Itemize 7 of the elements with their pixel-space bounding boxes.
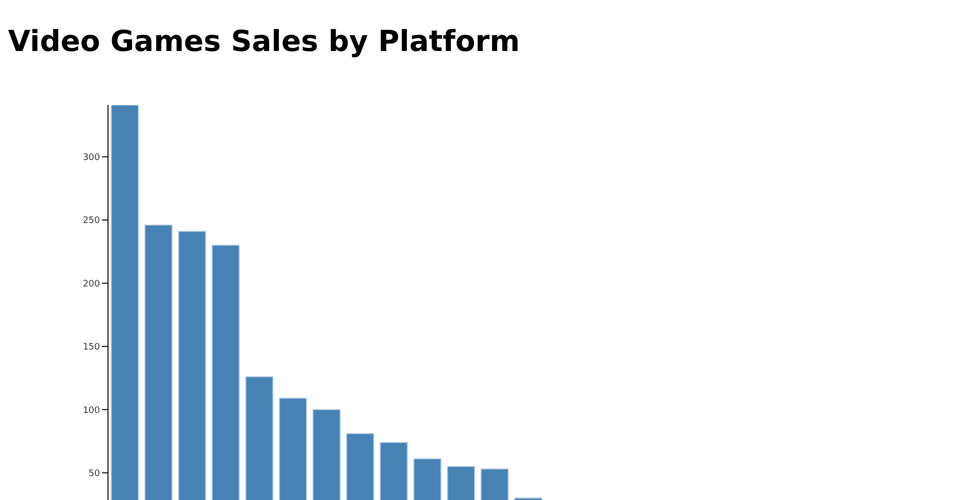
- y-tick-label: 250: [82, 216, 100, 226]
- y-tick-label: 50: [88, 469, 100, 479]
- y-tick-label: 300: [82, 153, 100, 164]
- y-tick-label: 100: [82, 406, 100, 416]
- chart-title: Video Games Sales by Platform: [8, 24, 520, 58]
- y-tick-label: 150: [82, 342, 100, 353]
- y-tick-label: 200: [82, 279, 100, 290]
